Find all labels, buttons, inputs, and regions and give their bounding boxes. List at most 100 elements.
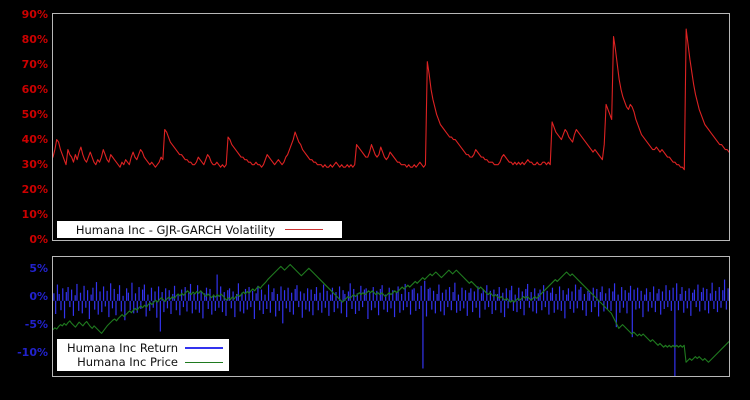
return-bar	[383, 300, 385, 310]
return-bar	[695, 300, 697, 308]
return-bar	[294, 288, 296, 301]
return-bar	[525, 288, 527, 301]
return-bar	[652, 286, 655, 301]
return-bar	[450, 300, 452, 311]
return-bar	[227, 290, 229, 301]
return-bar	[72, 300, 74, 316]
legend-label-price: Humana Inc Price	[77, 355, 178, 369]
return-bar	[195, 300, 197, 310]
return-bar	[711, 282, 713, 301]
return-bar	[143, 284, 145, 301]
return-bar	[613, 283, 616, 301]
return-bar	[310, 289, 312, 301]
return-bar	[606, 300, 609, 309]
return-bar	[560, 300, 562, 311]
return-bar	[505, 288, 507, 301]
return-bar	[363, 289, 365, 301]
return-bar	[331, 287, 334, 301]
return-bar	[702, 287, 704, 301]
return-bar	[454, 282, 456, 301]
return-bar	[580, 287, 582, 301]
return-bar	[299, 291, 302, 301]
return-bar	[564, 300, 566, 319]
return-bar	[661, 291, 664, 301]
return-bar	[115, 300, 117, 316]
return-bar	[665, 285, 667, 301]
return-bar	[385, 294, 387, 301]
return-bar	[78, 300, 80, 311]
return-bar	[282, 300, 284, 324]
return-bar	[468, 292, 470, 301]
return-bar	[601, 286, 603, 301]
return-bar	[69, 300, 71, 308]
return-bar	[244, 288, 247, 301]
return-bar	[259, 300, 261, 311]
return-bar	[725, 300, 727, 310]
return-bar	[351, 300, 353, 309]
return-bar	[534, 288, 536, 301]
return-bar	[697, 284, 699, 301]
return-bar	[76, 283, 78, 301]
return-bar	[605, 293, 607, 301]
return-bar	[631, 300, 633, 338]
return-bar	[617, 294, 619, 301]
return-bar	[248, 287, 250, 301]
return-bar	[60, 300, 62, 311]
price-line	[53, 263, 729, 363]
return-bar	[574, 284, 577, 301]
top-axis-tick-20: 20%	[21, 183, 48, 196]
return-bar	[319, 292, 321, 301]
return-bar	[709, 293, 711, 301]
return-bar	[255, 293, 257, 301]
return-bar	[228, 288, 231, 301]
return-bar	[562, 290, 564, 301]
return-bar	[723, 279, 726, 301]
return-bars-group	[53, 274, 729, 376]
return-bar	[55, 300, 57, 314]
return-bar	[379, 288, 381, 301]
return-bar	[626, 300, 628, 314]
return-bar	[122, 295, 124, 301]
return-bar	[548, 300, 550, 315]
return-bar	[589, 292, 591, 301]
return-bar	[92, 287, 94, 301]
return-bar	[328, 300, 330, 316]
return-bar	[212, 294, 215, 301]
return-bar	[354, 300, 357, 314]
return-bar	[101, 300, 103, 313]
return-bar	[234, 300, 236, 318]
legend-label-return: Humana Inc Return	[67, 341, 178, 355]
return-bar	[276, 293, 279, 301]
return-bar	[402, 300, 405, 311]
return-bar	[209, 288, 211, 301]
return-bar	[413, 288, 415, 301]
return-bar	[223, 292, 225, 301]
return-bar	[679, 293, 681, 301]
return-bar	[237, 283, 240, 301]
return-bar	[74, 295, 76, 301]
return-bar	[443, 300, 445, 316]
return-bar	[656, 293, 658, 301]
return-bar	[427, 288, 429, 301]
return-bar	[376, 290, 378, 301]
return-bar	[495, 300, 497, 311]
return-bar	[624, 290, 626, 301]
return-bar	[654, 300, 656, 313]
return-bar	[377, 300, 380, 316]
return-bar	[610, 300, 612, 311]
return-bar	[358, 300, 360, 311]
return-bar	[448, 287, 451, 301]
return-bar	[599, 292, 601, 301]
return-bar	[62, 288, 64, 301]
return-bar	[108, 300, 110, 318]
return-bar	[181, 289, 183, 301]
return-bar	[713, 300, 715, 309]
return-bar	[113, 288, 115, 301]
return-bar	[159, 300, 161, 332]
legend-label-volatility: Humana Inc - GJR-GARCH Volatility	[75, 222, 276, 237]
return-bar	[546, 290, 548, 301]
return-bar	[173, 285, 176, 301]
return-bar	[269, 300, 271, 313]
return-bar	[106, 290, 108, 301]
return-bar	[250, 300, 252, 308]
